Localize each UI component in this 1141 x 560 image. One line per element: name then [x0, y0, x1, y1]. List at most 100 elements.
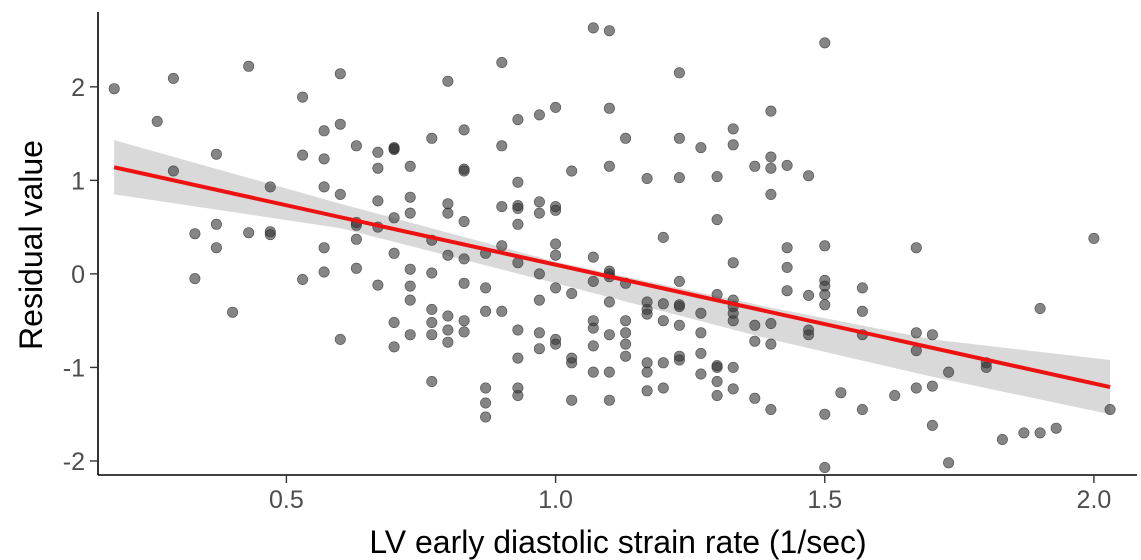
data-point — [566, 287, 578, 299]
ticks-layer: 0.5 1.0 1.5 2.0 -2 -1 0 1 2 — [63, 74, 1112, 514]
data-point — [210, 218, 222, 230]
y-tick-label: -1 — [63, 354, 85, 382]
data-point — [587, 22, 599, 34]
data-point — [512, 324, 524, 336]
fit-line-layer — [113, 165, 1111, 390]
data-point — [856, 305, 868, 317]
data-point — [426, 375, 438, 387]
data-point — [426, 329, 438, 341]
data-point — [442, 249, 454, 261]
data-point — [603, 329, 615, 341]
data-point — [442, 324, 454, 336]
data-point — [695, 307, 707, 319]
data-point — [227, 306, 239, 318]
data-point — [727, 257, 739, 269]
data-point — [512, 352, 524, 364]
data-point — [297, 273, 309, 285]
data-point — [388, 142, 400, 154]
data-point — [496, 140, 508, 152]
data-point — [388, 341, 400, 353]
data-point — [1034, 427, 1046, 439]
data-point — [404, 329, 416, 341]
data-point — [210, 148, 222, 160]
data-point — [673, 301, 685, 313]
data-point — [803, 329, 815, 341]
data-point — [550, 101, 562, 113]
data-point — [243, 227, 255, 239]
data-point — [620, 338, 632, 350]
data-point — [442, 310, 454, 322]
data-point — [496, 305, 508, 317]
data-point — [426, 267, 438, 279]
data-point — [657, 315, 669, 327]
y-tick-label: 0 — [71, 261, 85, 289]
data-point — [372, 162, 384, 174]
data-point — [856, 403, 868, 415]
data-point — [781, 261, 793, 273]
x-axis-title: LV early diastolic strain rate (1/sec) — [369, 524, 866, 560]
data-point — [442, 75, 454, 87]
data-point — [765, 105, 777, 117]
data-point — [587, 322, 599, 334]
data-point — [334, 68, 346, 80]
data-point — [533, 268, 545, 280]
data-point — [318, 181, 330, 193]
data-point — [264, 229, 276, 241]
data-point — [372, 146, 384, 158]
data-point — [926, 329, 938, 341]
data-point — [318, 153, 330, 165]
data-point — [151, 115, 163, 127]
data-point — [943, 366, 955, 378]
data-point — [603, 160, 615, 172]
data-point — [480, 282, 492, 294]
data-point — [587, 251, 599, 263]
data-point — [781, 159, 793, 171]
data-point — [189, 228, 201, 240]
data-point — [550, 249, 562, 261]
data-point — [1088, 232, 1100, 244]
data-point — [167, 72, 179, 84]
x-tick-label: 1.0 — [538, 486, 573, 514]
data-point — [819, 408, 831, 420]
data-point — [533, 343, 545, 355]
data-point — [673, 319, 685, 331]
data-point — [673, 354, 685, 366]
data-point — [496, 240, 508, 252]
data-point — [819, 240, 831, 252]
data-point — [620, 315, 632, 327]
data-point — [458, 253, 470, 265]
data-point — [673, 132, 685, 144]
data-point — [819, 37, 831, 49]
data-point — [404, 191, 416, 203]
data-point — [727, 139, 739, 151]
y-tick-label: 2 — [71, 74, 85, 102]
data-point — [727, 315, 739, 327]
data-point — [210, 242, 222, 254]
data-point — [711, 361, 723, 373]
data-point — [695, 347, 707, 359]
data-point — [1104, 403, 1116, 415]
data-point — [711, 375, 723, 387]
data-point — [388, 316, 400, 328]
data-point — [243, 60, 255, 72]
data-point — [350, 140, 362, 152]
data-point — [372, 279, 384, 291]
data-point — [980, 361, 992, 373]
data-point — [910, 382, 922, 394]
data-point — [695, 142, 707, 154]
data-point — [695, 368, 707, 380]
data-point — [641, 308, 653, 320]
data-point — [856, 282, 868, 294]
data-point — [550, 204, 562, 216]
data-point — [480, 397, 492, 409]
data-point — [819, 461, 831, 473]
data-point — [711, 171, 723, 183]
y-axis-title: Residual value — [13, 140, 49, 350]
data-point — [657, 298, 669, 310]
data-point — [533, 196, 545, 208]
data-point — [318, 266, 330, 278]
data-point — [512, 176, 524, 188]
data-point — [620, 350, 632, 362]
data-point — [426, 132, 438, 144]
data-point — [673, 172, 685, 184]
